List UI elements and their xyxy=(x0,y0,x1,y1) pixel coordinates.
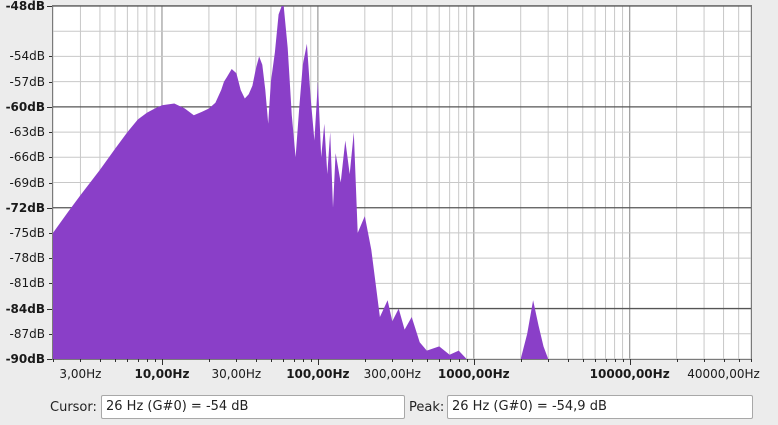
x-tick-label: 10,00Hz xyxy=(134,367,190,381)
y-tick-mark xyxy=(47,359,53,360)
spectrum-svg xyxy=(53,6,751,359)
x-tick-mark xyxy=(146,359,148,362)
x-tick-mark xyxy=(127,359,129,362)
x-tick-mark xyxy=(458,359,460,362)
spectrum-plot[interactable] xyxy=(52,5,752,360)
cursor-label: Cursor: xyxy=(50,400,97,415)
x-tick-mark xyxy=(302,359,304,362)
x-tick-mark xyxy=(310,359,312,362)
x-tick-mark xyxy=(449,359,451,362)
y-tick-mark xyxy=(49,132,53,134)
x-tick-mark xyxy=(439,359,441,362)
x-tick-mark xyxy=(364,359,366,362)
x-tick-mark xyxy=(283,359,285,362)
y-tick-mark xyxy=(47,308,53,310)
x-tick-mark xyxy=(738,359,740,362)
y-tick-mark xyxy=(49,232,53,234)
x-tick-mark xyxy=(293,359,295,362)
x-tick-mark xyxy=(614,359,616,362)
x-tick-mark xyxy=(751,359,752,362)
x-tick-mark xyxy=(605,359,607,362)
x-tick-mark xyxy=(426,359,428,362)
y-tick-mark xyxy=(47,207,53,209)
y-tick-label: -57dB xyxy=(9,74,45,89)
x-tick-mark xyxy=(154,359,156,362)
x-tick-label: 1000,00Hz xyxy=(437,367,510,381)
x-tick-mark xyxy=(548,359,550,362)
x-tick-label: 100,00Hz xyxy=(286,367,350,381)
y-tick-label: -66dB xyxy=(9,150,45,165)
y-tick-label: -69dB xyxy=(9,175,45,190)
x-tick-mark xyxy=(270,359,272,362)
y-tick-label: -81dB xyxy=(9,276,45,291)
y-tick-label: -75dB xyxy=(9,225,45,240)
x-tick-mark xyxy=(161,359,163,365)
x-tick-mark xyxy=(595,359,597,362)
y-tick-label: -78dB xyxy=(9,251,45,266)
y-tick-label: -87dB xyxy=(9,326,45,341)
x-tick-mark xyxy=(392,359,394,362)
y-tick-mark xyxy=(47,106,53,108)
x-tick-mark xyxy=(520,359,522,362)
x-tick-mark xyxy=(622,359,624,362)
y-tick-mark xyxy=(49,182,53,184)
y-tick-mark xyxy=(49,283,53,285)
x-tick-label: 300,00Hz xyxy=(363,367,421,381)
y-tick-mark xyxy=(47,6,53,7)
x-tick-mark xyxy=(466,359,468,362)
peak-label: Peak: xyxy=(409,400,445,415)
x-tick-mark xyxy=(411,359,413,362)
x-tick-mark xyxy=(473,359,475,365)
y-tick-mark xyxy=(49,333,53,335)
x-tick-label: 3,00Hz xyxy=(59,367,102,381)
x-tick-mark xyxy=(629,359,631,365)
x-tick-mark xyxy=(208,359,210,362)
x-tick-mark xyxy=(704,359,706,362)
y-tick-mark xyxy=(49,258,53,260)
y-tick-label: -72dB xyxy=(5,200,45,215)
y-tick-label: -84dB xyxy=(5,301,45,316)
x-tick-mark xyxy=(53,359,54,362)
y-tick-mark xyxy=(49,56,53,58)
x-tick-label: 40000,00Hz xyxy=(687,367,760,381)
x-tick-label: 30,00Hz xyxy=(211,367,262,381)
spectrum-area xyxy=(53,6,568,359)
y-tick-label: -54dB xyxy=(9,49,45,64)
x-tick-mark xyxy=(255,359,257,362)
y-tick-label: -60dB xyxy=(5,99,45,114)
x-tick-mark xyxy=(80,359,82,362)
peak-field[interactable]: 26 Hz (G#0) = -54,9 dB xyxy=(447,395,753,419)
y-tick-label: -90dB xyxy=(5,352,45,366)
x-tick-mark xyxy=(115,359,117,362)
x-tick-mark xyxy=(317,359,319,365)
x-tick-mark xyxy=(567,359,569,362)
x-tick-mark xyxy=(582,359,584,362)
y-tick-mark xyxy=(49,157,53,159)
y-tick-label: -48dB xyxy=(5,0,45,13)
x-tick-mark xyxy=(723,359,725,362)
x-tick-mark xyxy=(137,359,139,362)
cursor-field[interactable]: 26 Hz (G#0) = -54 dB xyxy=(101,395,405,419)
x-tick-mark xyxy=(99,359,101,362)
y-tick-label: -63dB xyxy=(9,125,45,140)
x-tick-label: 10000,00Hz xyxy=(589,367,670,381)
y-tick-mark xyxy=(49,81,53,83)
x-tick-mark xyxy=(236,359,238,362)
x-tick-mark xyxy=(676,359,678,362)
